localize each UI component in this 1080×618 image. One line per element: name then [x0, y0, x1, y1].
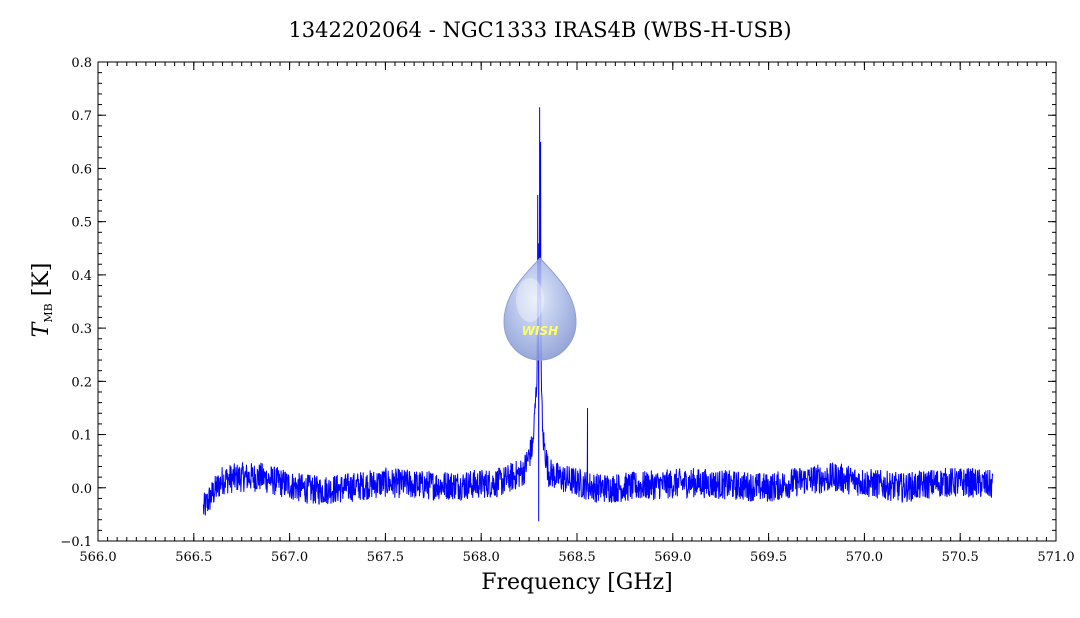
- y-tick-label: 0.5: [71, 216, 92, 231]
- y-axis-label: TMB [K]: [29, 263, 55, 338]
- x-tick-label: 570.5: [942, 550, 979, 565]
- y-tick-label: 0.3: [71, 322, 92, 337]
- x-tick-label: 570.0: [846, 550, 883, 565]
- y-tick-label: 0.2: [71, 375, 92, 390]
- wish-logo: WISH: [503, 257, 577, 361]
- x-tick-label: 567.0: [271, 550, 308, 565]
- x-axis-label: Frequency [GHz]: [481, 570, 673, 595]
- drop-shape: [503, 257, 577, 361]
- y-tick-label: 0.7: [71, 109, 92, 124]
- x-tick-label: 568.0: [463, 550, 500, 565]
- y-tick-label: 0.1: [71, 429, 92, 444]
- x-tick-label: 567.5: [367, 550, 404, 565]
- y-tick-label: 0.4: [71, 269, 92, 284]
- x-tick-label: 569.5: [750, 550, 787, 565]
- chart-title: 1342202064 - NGC1333 IRAS4B (WBS-H-USB): [288, 18, 792, 42]
- svg-text:TMB [K]: TMB [K]: [29, 263, 55, 338]
- x-tick-label: 571.0: [1037, 550, 1074, 565]
- x-tick-label: 566.0: [79, 550, 116, 565]
- y-tick-label: 0.8: [71, 56, 92, 71]
- logo-label: WISH: [522, 324, 558, 338]
- x-tick-label: 566.5: [175, 550, 212, 565]
- x-tick-label: 568.5: [558, 550, 595, 565]
- y-tick-label: −0.1: [60, 535, 92, 550]
- x-tick-label: 569.0: [654, 550, 691, 565]
- y-tick-label: 0.0: [71, 482, 92, 497]
- y-tick-label: 0.6: [71, 162, 92, 177]
- spectrum-series-line: [202, 107, 994, 522]
